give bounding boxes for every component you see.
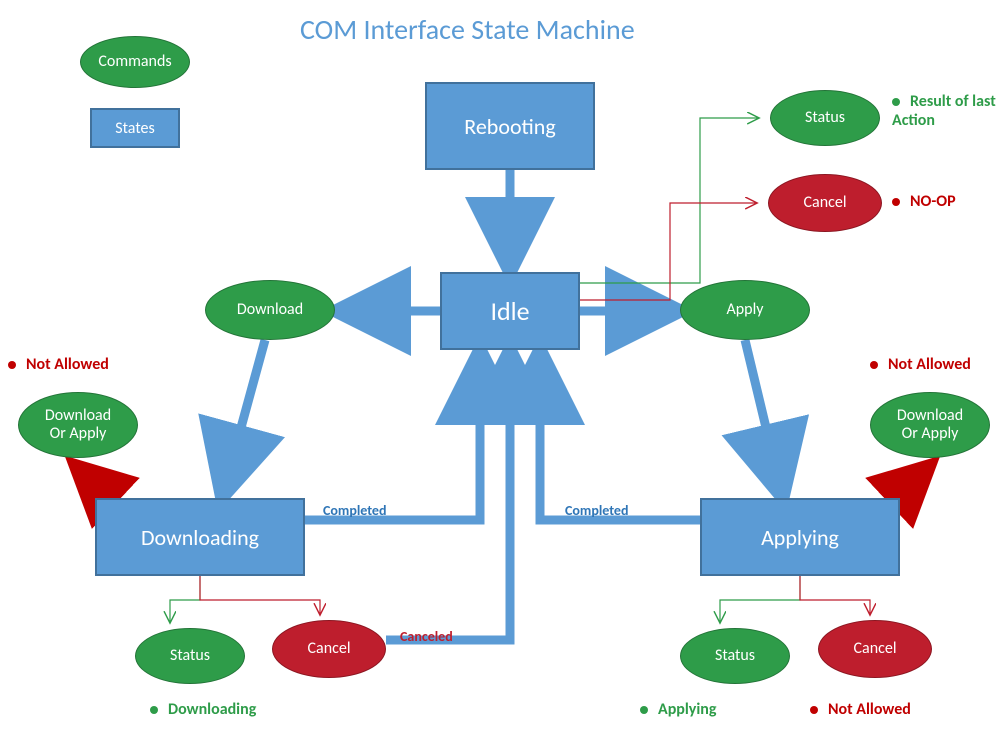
- bullet-icon: [810, 706, 818, 714]
- cmd-cancel-downloading: Cancel: [272, 620, 386, 678]
- edge-label-completed-right: Completed: [565, 502, 628, 519]
- state-applying: Applying: [700, 498, 900, 576]
- note-noop: NO-OP: [892, 192, 956, 211]
- note-not-allowed-cancel-apply: Not Allowed: [810, 700, 911, 719]
- note-not-allowed-left: Not Allowed: [8, 355, 109, 374]
- edge-label-canceled: Canceled: [400, 628, 453, 645]
- state-idle: Idle: [440, 272, 580, 350]
- note-applying: Applying: [640, 700, 716, 719]
- legend-commands: Commands: [80, 36, 190, 88]
- bullet-icon: [892, 98, 900, 106]
- bullet-icon: [640, 706, 648, 714]
- cmd-status-applying: Status: [680, 628, 790, 684]
- bullet-icon: [870, 361, 878, 369]
- bullet-icon: [892, 198, 900, 206]
- legend-states: States: [90, 108, 180, 148]
- cmd-download: Download: [205, 280, 335, 340]
- note-result-last: Result of last Action: [892, 92, 1002, 130]
- note-downloading: Downloading: [150, 700, 256, 719]
- note-not-allowed-right: Not Allowed: [870, 355, 971, 374]
- cmd-apply: Apply: [680, 280, 810, 340]
- cmd-cancel-idle: Cancel: [768, 174, 882, 232]
- page-title: COM Interface State Machine: [300, 12, 635, 47]
- state-rebooting: Rebooting: [425, 82, 595, 170]
- cmd-cancel-applying: Cancel: [818, 620, 932, 678]
- cmd-download-or-apply-left: Download Or Apply: [18, 392, 138, 458]
- bullet-icon: [8, 361, 16, 369]
- bullet-icon: [150, 706, 158, 714]
- cmd-download-or-apply-right: Download Or Apply: [870, 392, 990, 458]
- cmd-status-idle: Status: [770, 90, 880, 146]
- edge-label-completed-left: Completed: [323, 502, 386, 519]
- state-downloading: Downloading: [95, 498, 305, 576]
- cmd-status-downloading: Status: [135, 628, 245, 684]
